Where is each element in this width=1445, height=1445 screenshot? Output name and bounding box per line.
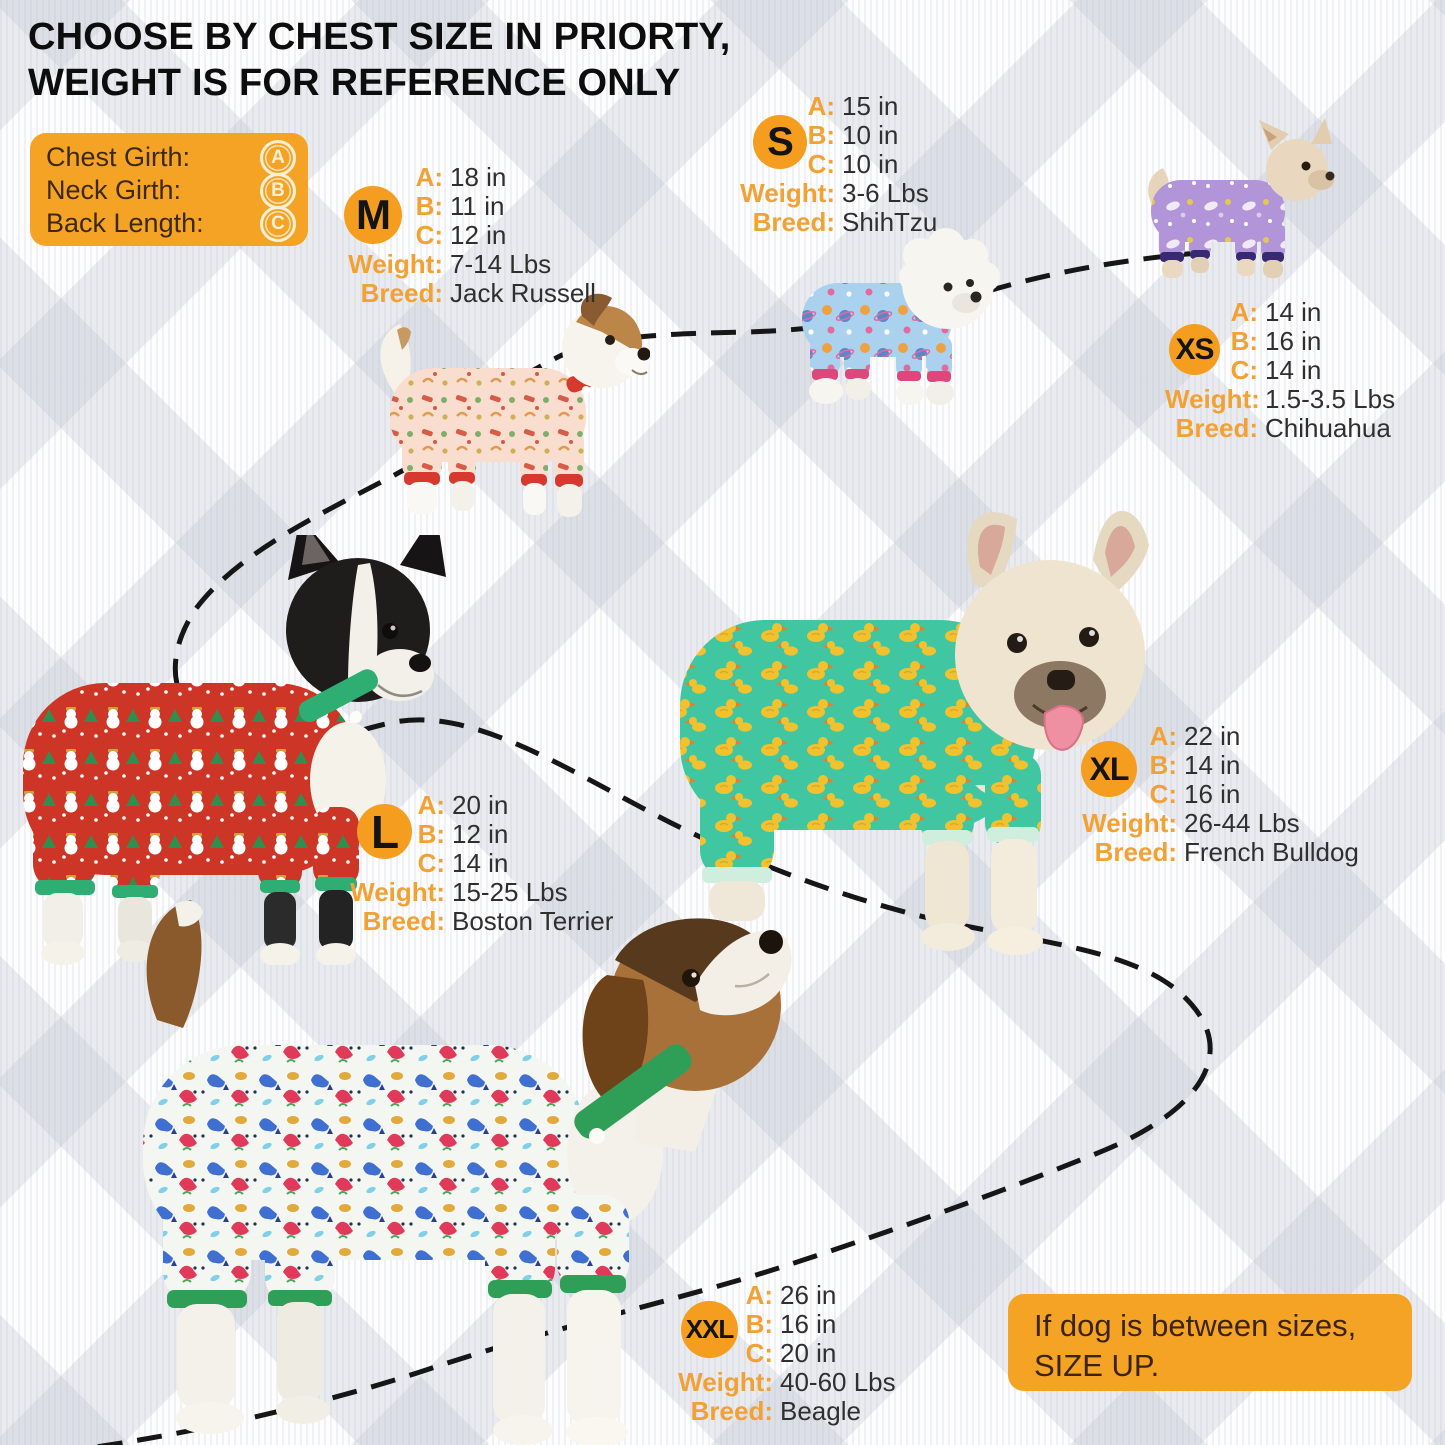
note-line-1: If dog is between sizes, <box>1034 1308 1357 1343</box>
chest-value: 18 in <box>450 162 507 192</box>
chest-label: A: <box>417 790 445 820</box>
title-line-2: WEIGHT IS FOR REFERENCE ONLY <box>28 62 681 104</box>
neck-value: 16 in <box>1265 326 1322 356</box>
dog-photo-s-shihtzu <box>780 225 1020 415</box>
breed-value: Boston Terrier <box>452 906 614 936</box>
chest-value: 22 in <box>1184 721 1241 751</box>
weight-value: 40-60 Lbs <box>780 1367 896 1397</box>
dog-photo-xxl-beagle <box>95 890 795 1445</box>
breed-label: Breed: <box>690 1396 773 1426</box>
weight-label: Weight: <box>678 1367 773 1397</box>
chest-label: A: <box>1149 721 1177 751</box>
size-up-note-box: If dog is between sizes, SIZE UP. <box>1008 1294 1412 1391</box>
weight-value: 26-44 Lbs <box>1184 808 1300 838</box>
weight-label: Weight: <box>740 178 835 208</box>
back-value: 20 in <box>780 1338 837 1368</box>
chest-label: A: <box>415 162 443 192</box>
neck-label: B: <box>745 1309 773 1339</box>
size-badge-l: L <box>357 804 412 859</box>
size-block-xl: XL A: 22 in B: 14 in C: 16 in Weight: 26-44 … <box>1080 722 1359 867</box>
circled-letter-c-icon: C <box>260 205 296 242</box>
weight-label: Weight: <box>348 249 443 279</box>
chest-value: 15 in <box>842 91 899 121</box>
circled-letter-a-icon: A <box>260 139 296 176</box>
weight-label: Weight: <box>350 877 445 907</box>
back-value: 12 in <box>450 220 507 250</box>
back-label: C: <box>807 149 835 179</box>
neck-label: B: <box>415 191 443 221</box>
breed-value: Beagle <box>780 1396 861 1426</box>
dog-photo-xs-chihuahua <box>1125 118 1340 293</box>
title-line-1: CHOOSE BY CHEST SIZE IN PRIORTY, <box>28 16 731 58</box>
dog-photo-m-jack-russell <box>350 288 650 533</box>
back-value: 14 in <box>452 848 509 878</box>
weight-value: 1.5-3.5 Lbs <box>1265 384 1396 414</box>
size-badge-xxl: XXL <box>681 1301 738 1358</box>
back-label: C: <box>415 220 443 250</box>
legend-row-back: Back Length: C <box>46 205 296 242</box>
chest-label: A: <box>807 91 835 121</box>
chest-value: 14 in <box>1265 297 1322 327</box>
breed-label: Breed: <box>362 906 445 936</box>
weight-value: 7-14 Lbs <box>450 249 552 279</box>
chest-value: 26 in <box>780 1280 837 1310</box>
breed-label: Breed: <box>1175 413 1258 443</box>
page-title: CHOOSE BY CHEST SIZE IN PRIORTY, WEIGHT … <box>28 14 730 106</box>
legend-row-neck: Neck Girth: B <box>46 172 296 209</box>
legend-label-neck: Neck Girth: <box>46 175 182 205</box>
neck-label: B: <box>1230 326 1258 356</box>
back-label: C: <box>745 1338 773 1368</box>
legend-label-chest: Chest Girth: <box>46 142 191 172</box>
size-badge-m: M <box>344 186 402 244</box>
weight-value: 15-25 Lbs <box>452 877 568 907</box>
legend-label-back: Back Length: <box>46 208 204 238</box>
neck-label: B: <box>1149 750 1177 780</box>
back-value: 16 in <box>1184 779 1241 809</box>
neck-value: 10 in <box>842 120 899 150</box>
size-block-xxl: XXL A: 26 in B: 16 in C: 20 in Weight: 40-60… <box>655 1281 896 1426</box>
breed-value: Chihuahua <box>1265 413 1391 443</box>
breed-label: Breed: <box>1094 837 1177 867</box>
weight-label: Weight: <box>1082 808 1177 838</box>
neck-label: B: <box>417 819 445 849</box>
back-label: C: <box>1149 779 1177 809</box>
neck-value: 11 in <box>450 191 505 221</box>
weight-value: 3-6 Lbs <box>842 178 929 208</box>
weight-label: Weight: <box>1165 384 1260 414</box>
chest-label: A: <box>745 1280 773 1310</box>
size-block-l: L A: 20 in B: 12 in C: 14 in Weight: 15-25 L… <box>335 791 613 936</box>
dog-photo-l-boston-terrier <box>18 535 448 965</box>
back-value: 10 in <box>842 149 899 179</box>
breed-value: French Bulldog <box>1184 837 1359 867</box>
breed-value: ShihTzu <box>842 207 938 237</box>
breed-value: Jack Russell <box>450 278 596 308</box>
size-block-s: S A: 15 in B: 10 in C: 10 in Weight: 3-6 Lbs… <box>740 92 937 237</box>
neck-value: 12 in <box>452 819 509 849</box>
size-badge-s: S <box>753 115 807 169</box>
dog-photo-xl-french-bulldog <box>665 505 1165 970</box>
measurement-legend-box: Chest Girth: A Neck Girth: B Back Length… <box>30 133 308 246</box>
neck-label: B: <box>807 120 835 150</box>
back-value: 14 in <box>1265 355 1322 385</box>
neck-value: 14 in <box>1184 750 1241 780</box>
note-line-2: SIZE UP. <box>1034 1348 1160 1383</box>
size-badge-xl: XL <box>1081 741 1137 797</box>
chest-value: 20 in <box>452 790 509 820</box>
breed-label: Breed: <box>752 207 835 237</box>
back-label: C: <box>1230 355 1258 385</box>
circled-letter-b-icon: B <box>260 172 296 209</box>
size-block-xs: XS A: 14 in B: 16 in C: 14 in Weight: 1.5-3.… <box>1165 298 1395 443</box>
breed-label: Breed: <box>360 278 443 308</box>
chest-label: A: <box>1230 297 1258 327</box>
size-block-m: M A: 18 in B: 11 in C: 12 in Weight: 7-14 Lb… <box>330 163 596 308</box>
size-badge-xs: XS <box>1169 324 1220 375</box>
back-label: C: <box>417 848 445 878</box>
neck-value: 16 in <box>780 1309 837 1339</box>
legend-row-chest: Chest Girth: A <box>46 139 296 176</box>
